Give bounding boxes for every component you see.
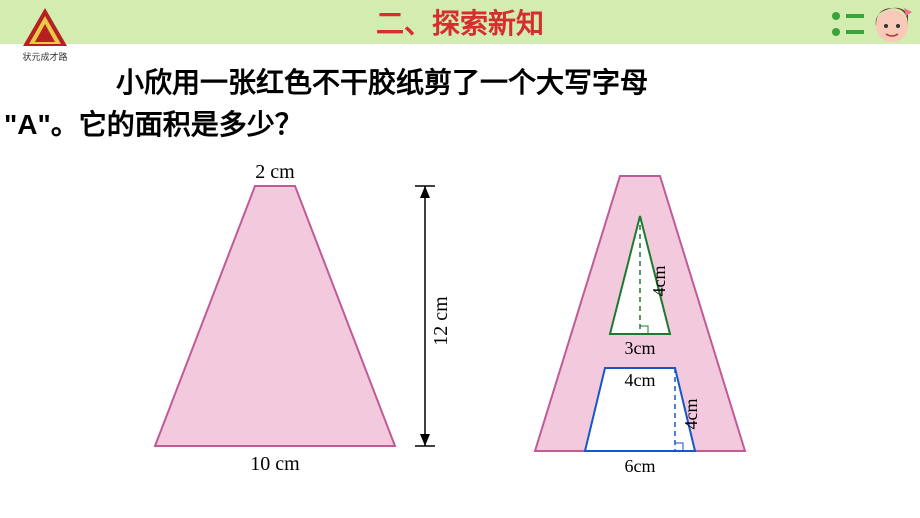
brand-logo: 状元成才路 (10, 6, 80, 64)
trap-top-label: 2 cm (255, 161, 295, 183)
letter-a-figure: 3cm 4cm 4cm 6cm 4cm (525, 156, 785, 481)
question-line1: 小欣用一张红色不干胶纸剪了一个大写字母 (116, 67, 648, 98)
height-dimension: 12 cm (415, 186, 452, 446)
figures-row: 2 cm 10 cm 12 cm (0, 156, 920, 481)
trapezoid-shape (155, 186, 395, 446)
trap-bottom-label: 10 cm (250, 453, 300, 475)
tri-height-label: 4cm (649, 266, 669, 297)
page-title: 二、探索新知 (376, 2, 544, 42)
brand-text: 状元成才路 (22, 50, 67, 63)
trap-top-label: 4cm (625, 370, 656, 390)
header-bar: 状元成才路 二、探索新知 (0, 0, 920, 44)
trap-height-label: 4cm (681, 399, 701, 430)
decor-icon (824, 2, 914, 48)
question-line2: "A"。它的面积是多少？ (4, 109, 303, 140)
triangle-logo-icon (21, 6, 69, 48)
trap-height-label: 12 cm (430, 296, 452, 346)
trap-bottom-label: 6cm (625, 456, 656, 476)
question-text: 小欣用一张红色不干胶纸剪了一个大写字母 "A"。它的面积是多少？ (0, 44, 920, 146)
tri-base-label: 3cm (625, 338, 656, 358)
trapezoid-figure: 2 cm 10 cm 12 cm (135, 156, 465, 481)
